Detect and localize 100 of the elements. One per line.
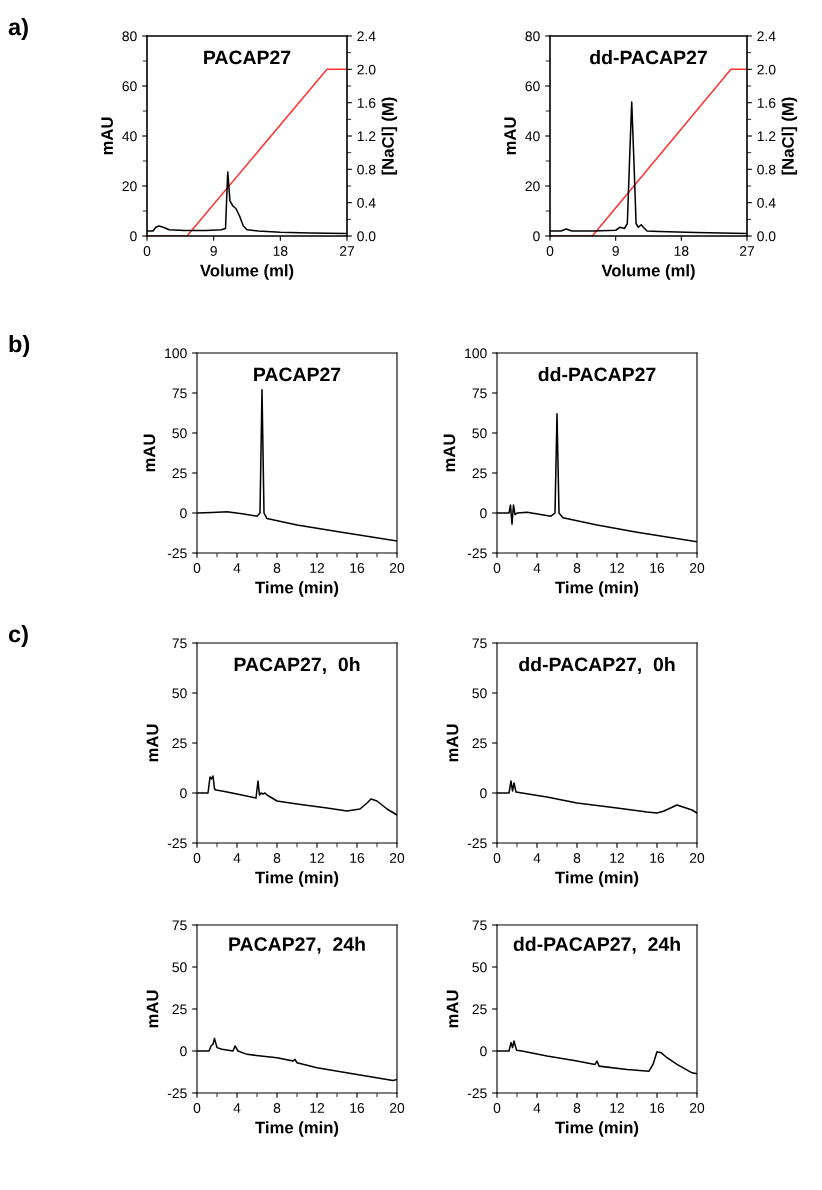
x-tick-label: 0	[493, 1103, 501, 1113]
y-tick-label: 50	[172, 428, 187, 439]
x-tick-label: 12	[610, 1103, 625, 1113]
x-tick-label: 12	[610, 853, 625, 863]
y-axis-title: mAU	[443, 434, 456, 472]
x-tick-label: 20	[389, 1103, 405, 1113]
y-tick-label: -25	[467, 548, 487, 559]
text: b)	[9, 335, 30, 358]
y2-tick-label: 2.0	[357, 64, 376, 75]
y-tick-label: 75	[472, 638, 487, 649]
y2-tick-label: 1.6	[357, 98, 376, 108]
text: dd-PACAP27, 24h	[513, 936, 680, 954]
y-tick-label: 40	[122, 131, 137, 142]
y-axis-title: mAU	[504, 117, 516, 155]
y-tick-label: 25	[472, 1004, 487, 1015]
y-tick-label: 0	[180, 508, 187, 519]
y2-axis-title: [NaCl] (M)	[781, 97, 798, 175]
y-tick-label: 50	[472, 428, 487, 439]
y-tick-label: 100	[465, 348, 487, 359]
y-tick-label: 75	[172, 638, 187, 649]
y-axis-title: mAU	[146, 990, 159, 1028]
y-tick-label: 80	[122, 31, 137, 42]
x-axis-title: Time (min)	[555, 581, 639, 597]
y-tick-label: 0	[480, 788, 487, 799]
x-tick-label: 8	[573, 853, 581, 863]
y2-tick-label: 2.4	[757, 31, 776, 42]
y2-tick-label: 0.8	[357, 164, 376, 175]
y-tick-label: 20	[525, 181, 540, 192]
x-tick-label: 4	[533, 563, 541, 573]
y-tick-label: 20	[122, 181, 137, 192]
x-tick-label: 18	[273, 246, 288, 256]
y-tick-label: 0	[533, 231, 540, 242]
y-axis-title: mAU	[143, 434, 156, 472]
x-tick-label: 0	[193, 853, 201, 863]
y2-tick-label: 2.0	[757, 64, 776, 75]
y-axis-title: mAU	[146, 724, 159, 762]
y-axis-title: mAU	[446, 724, 459, 762]
text: PACAP27	[204, 50, 291, 65]
x-tick-label: 12	[310, 853, 325, 863]
x-tick-label: 0	[193, 1103, 201, 1113]
text: a)	[8, 18, 28, 41]
x-tick-label: 16	[350, 563, 365, 573]
x-tick-label: 20	[389, 563, 405, 573]
x-axis-title: Volume (ml)	[601, 264, 695, 280]
y-tick-label: 25	[172, 738, 187, 749]
x-tick-label: 8	[273, 1103, 281, 1113]
y2-tick-label: 2.4	[357, 31, 376, 42]
y-tick-label: 75	[172, 920, 187, 931]
x-axis-title: Time (min)	[255, 871, 339, 887]
y2-tick-label: 0.0	[357, 231, 376, 242]
y-tick-label: 0	[180, 1046, 187, 1057]
x-tick-label: 4	[233, 1103, 241, 1113]
y-tick-label: 75	[472, 388, 487, 399]
x-tick-label: 16	[350, 853, 365, 863]
x-tick-label: 4	[233, 853, 241, 863]
x-tick-label: 8	[573, 563, 581, 573]
x-axis-title: Time (min)	[555, 1121, 639, 1137]
y-tick-label: -25	[467, 1088, 487, 1099]
x-tick-label: 12	[610, 563, 625, 573]
x-tick-label: 27	[339, 246, 355, 256]
y-tick-label: 60	[525, 81, 540, 92]
y-tick-label: -25	[167, 548, 187, 559]
text: PACAP27, 0h	[234, 657, 360, 675]
x-tick-label: 0	[493, 853, 501, 863]
x-tick-label: 12	[310, 1103, 325, 1113]
x-tick-label: 8	[273, 853, 281, 863]
x-tick-label: 20	[689, 853, 705, 863]
text: dd-PACAP27, 0h	[519, 657, 675, 675]
y-tick-label: 80	[525, 31, 540, 42]
y2-axis-title: [NaCl] (M)	[381, 97, 398, 175]
x-tick-label: 16	[650, 563, 665, 573]
y-tick-label: 25	[472, 738, 487, 749]
x-tick-label: 16	[650, 853, 665, 863]
y2-tick-label: 0.8	[757, 164, 776, 175]
y-tick-label: 25	[172, 468, 187, 479]
y-tick-label: 50	[472, 688, 487, 699]
y-tick-label: -25	[167, 838, 187, 849]
x-tick-label: 20	[689, 1103, 705, 1113]
y-tick-label: 75	[472, 920, 487, 931]
y-axis-title: mAU	[101, 117, 113, 155]
x-tick-label: 20	[389, 853, 405, 863]
y-tick-label: 0	[130, 231, 137, 242]
x-tick-label: 20	[689, 563, 705, 573]
y-tick-label: 0	[480, 508, 487, 519]
y2-tick-label: 1.2	[757, 131, 776, 142]
text: dd-PACAP27	[538, 367, 656, 382]
x-axis-title: Volume (ml)	[200, 264, 294, 280]
y-tick-label: 0	[180, 788, 187, 799]
y2-tick-label: 0.4	[357, 198, 376, 208]
x-tick-label: 18	[674, 246, 689, 256]
y-tick-label: -25	[167, 1088, 187, 1099]
x-tick-label: 9	[210, 246, 217, 256]
x-tick-label: 0	[546, 246, 554, 256]
y2-tick-label: 0.0	[757, 231, 776, 242]
y2-tick-label: 1.2	[357, 131, 376, 142]
y-tick-label: 0	[480, 1046, 487, 1057]
x-tick-label: 16	[650, 1103, 665, 1113]
text: PACAP27	[254, 367, 341, 382]
y-tick-label: 25	[472, 468, 487, 479]
x-tick-label: 8	[573, 1103, 581, 1113]
